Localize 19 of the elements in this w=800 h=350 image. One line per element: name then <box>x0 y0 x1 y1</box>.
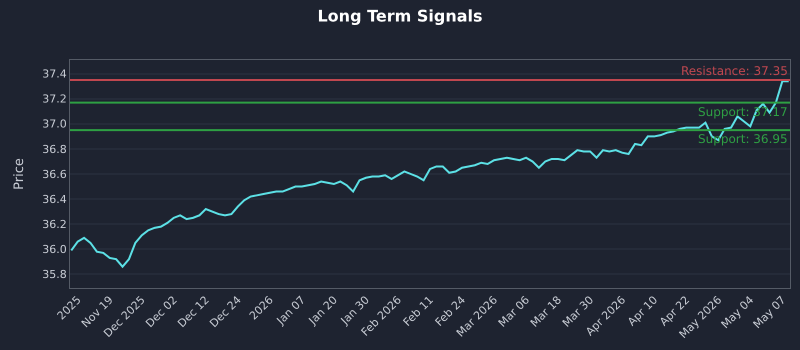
y-tick-label: 37.0 <box>42 118 67 131</box>
x-tick-label: Jan 07 <box>274 294 308 328</box>
x-tick-label: Jan 20 <box>306 294 340 328</box>
x-tick-label: Dec 24 <box>207 294 244 330</box>
y-tick-label: 37.2 <box>42 92 67 106</box>
y-axis-title: Price <box>12 158 28 190</box>
ref-line-label: Resistance: 37.35 <box>681 64 788 78</box>
y-tick-label: 36.6 <box>42 168 67 181</box>
y-tick-label: 36.4 <box>42 192 67 206</box>
line-series <box>70 80 790 268</box>
y-tick-label: 37.4 <box>42 68 67 81</box>
chart-title: Long Term Signals <box>317 6 483 26</box>
x-tick-label: Feb 11 <box>400 294 436 329</box>
y-tick-label: 36.0 <box>42 243 67 256</box>
x-tick-label: Apr 10 <box>625 294 660 329</box>
ref-line-label: Support: 36.95 <box>698 132 788 146</box>
y-tick-label: 35.8 <box>42 268 67 282</box>
y-tick-label: 36.2 <box>42 218 67 231</box>
y-tick-label: 36.8 <box>42 142 67 156</box>
